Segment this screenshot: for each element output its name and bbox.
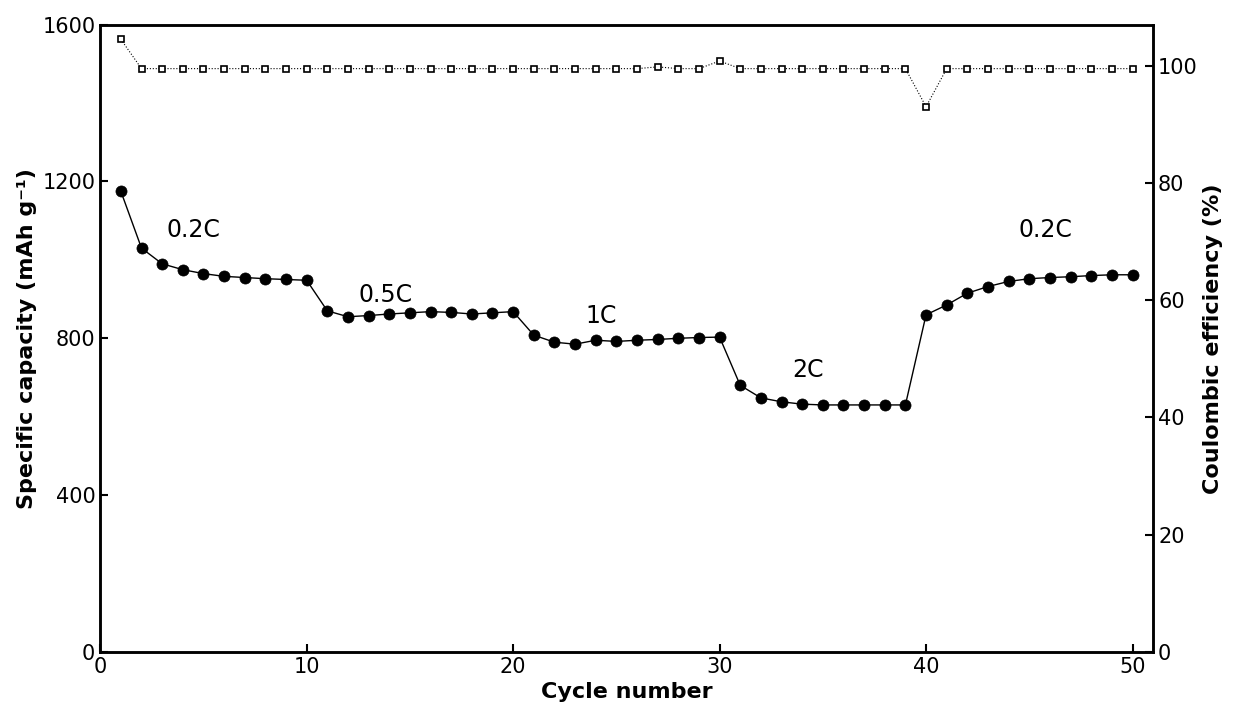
- Text: 0.2C: 0.2C: [166, 219, 221, 242]
- Y-axis label: Specific capacity (mAh g⁻¹): Specific capacity (mAh g⁻¹): [16, 168, 37, 509]
- Text: 1C: 1C: [585, 304, 616, 329]
- X-axis label: Cycle number: Cycle number: [541, 682, 713, 702]
- Y-axis label: Coulombic efficiency (%): Coulombic efficiency (%): [1203, 183, 1224, 493]
- Text: 2C: 2C: [792, 357, 823, 382]
- Text: 0.5C: 0.5C: [358, 283, 413, 307]
- Text: 0.2C: 0.2C: [1019, 219, 1073, 242]
